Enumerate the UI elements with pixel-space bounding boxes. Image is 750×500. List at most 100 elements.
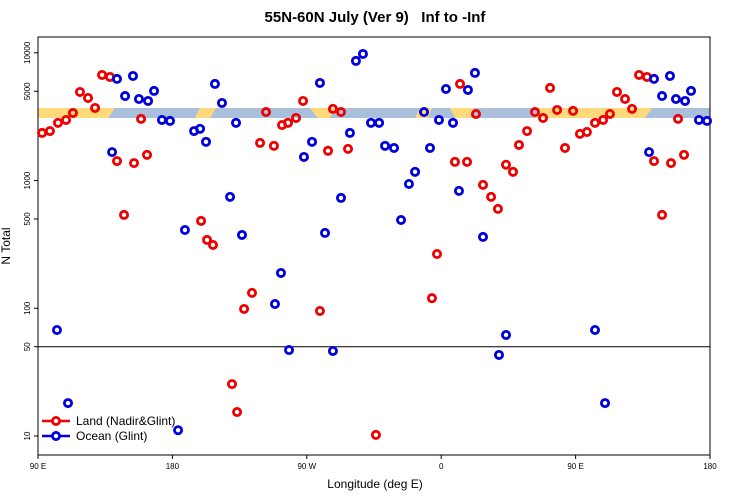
point (284, 345, 295, 356)
point (196, 215, 207, 226)
point (470, 108, 481, 119)
point (195, 123, 206, 134)
point (209, 78, 220, 89)
point (67, 107, 78, 118)
ocean-band (428, 108, 455, 118)
point (396, 215, 407, 226)
point (559, 142, 570, 153)
point (236, 229, 247, 240)
point (323, 145, 334, 156)
y-tick-label: 1000 (23, 171, 32, 189)
point (453, 185, 464, 196)
y-tick-label: 5000 (23, 82, 32, 100)
x-tick-label: 90 E (30, 462, 46, 471)
point (389, 142, 400, 153)
point (666, 158, 677, 169)
point (664, 70, 675, 81)
point (246, 287, 257, 298)
point (298, 95, 309, 106)
point (538, 112, 549, 123)
x-tick-label: 0 (439, 462, 444, 471)
point (74, 86, 85, 97)
point (111, 73, 122, 84)
point (51, 324, 62, 335)
point (142, 149, 153, 160)
point (419, 107, 430, 118)
point (255, 137, 266, 148)
point (501, 329, 512, 340)
point (410, 166, 421, 177)
point (590, 117, 601, 128)
point (53, 117, 64, 128)
point (620, 93, 631, 104)
point (226, 379, 237, 390)
point (225, 191, 236, 202)
point (350, 55, 361, 66)
point (501, 159, 512, 170)
legend-label: Ocean (Glint) (76, 429, 147, 443)
point (149, 85, 160, 96)
point (649, 73, 660, 84)
point (327, 345, 338, 356)
point (469, 67, 480, 78)
point (514, 139, 525, 150)
point (344, 127, 355, 138)
point (282, 117, 293, 128)
point (314, 77, 325, 88)
point (208, 239, 219, 250)
point (239, 303, 250, 314)
point (119, 209, 130, 220)
y-tick-label: 100 (23, 301, 32, 315)
point (179, 225, 190, 236)
point (44, 126, 55, 137)
point (600, 398, 611, 409)
point (486, 191, 497, 202)
point (424, 142, 435, 153)
point (670, 93, 681, 104)
ocean-band (108, 108, 200, 118)
point (598, 114, 609, 125)
point (508, 166, 519, 177)
point (644, 147, 655, 158)
y-tick-label: 500 (23, 212, 32, 226)
point (173, 425, 184, 436)
point (261, 107, 272, 118)
point (216, 97, 227, 108)
point (63, 398, 74, 409)
point (370, 429, 381, 440)
point (335, 192, 346, 203)
point (581, 126, 592, 137)
y-tick-label: 10 (23, 431, 32, 440)
point (129, 158, 140, 169)
point (232, 407, 243, 418)
point (433, 114, 444, 125)
legend-label: Land (Nadir&Glint) (76, 414, 175, 428)
point (120, 91, 131, 102)
x-tick-label: 90 E (567, 462, 583, 471)
point (133, 93, 144, 104)
surface-band (38, 108, 710, 118)
point (440, 83, 451, 94)
point (657, 209, 668, 220)
x-tick-label: 180 (166, 462, 180, 471)
point (627, 103, 638, 114)
point (426, 293, 437, 304)
x-axis-label: Longitude (deg E) (327, 477, 422, 491)
ocean-band (470, 108, 540, 118)
point (156, 114, 167, 125)
point (478, 231, 489, 242)
point (693, 114, 704, 125)
point (335, 107, 346, 118)
point (380, 140, 391, 151)
point (90, 102, 101, 113)
point (493, 349, 504, 360)
point (291, 112, 302, 123)
point (702, 115, 713, 126)
x-tick-label: 90 W (297, 462, 316, 471)
point (61, 114, 72, 125)
point (649, 156, 660, 167)
chart-title: 55N-60N July (Ver 9) Inf to -Inf (265, 9, 487, 26)
y-tick-label: 50 (23, 342, 32, 351)
point (529, 107, 540, 118)
point (522, 126, 533, 137)
